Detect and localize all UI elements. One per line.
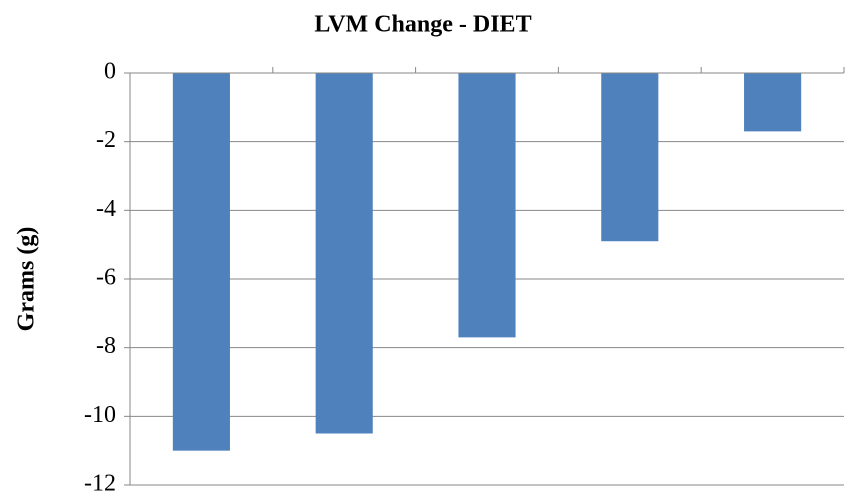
y-tick-label: -2 <box>96 127 116 153</box>
bar <box>315 73 373 434</box>
bar <box>744 73 802 132</box>
y-tick-label: -8 <box>96 333 116 359</box>
y-tick-label: 0 <box>104 59 116 85</box>
y-tick-label: -10 <box>84 402 116 428</box>
bar <box>601 73 659 242</box>
y-tick-label: -12 <box>84 471 116 497</box>
y-tick-label: -4 <box>96 196 116 222</box>
y-tick-label: -6 <box>96 265 116 291</box>
y-axis-title: Grams (g) <box>14 227 40 332</box>
chart-title: LVM Change - DIET <box>314 12 531 38</box>
bar <box>458 73 516 338</box>
bar <box>172 73 230 451</box>
